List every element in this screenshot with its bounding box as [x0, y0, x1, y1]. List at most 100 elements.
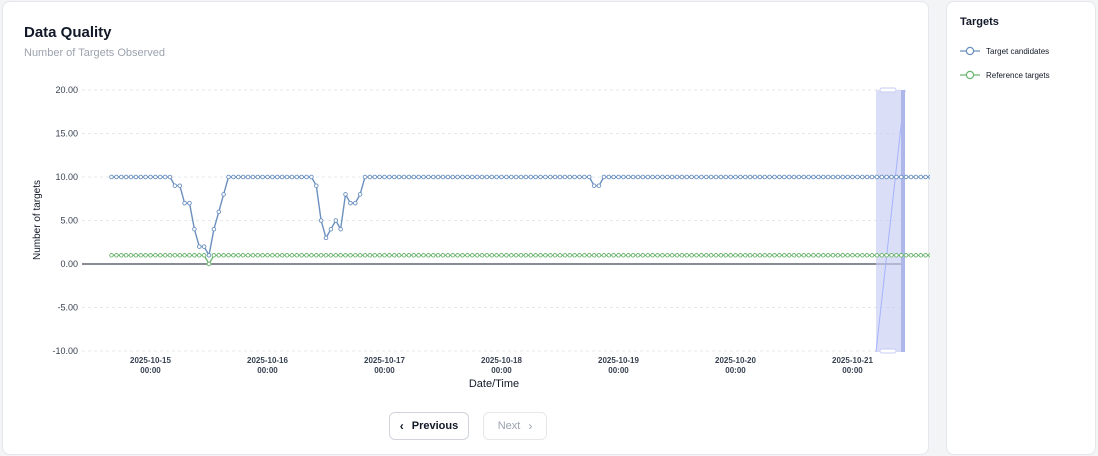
data-point [494, 253, 499, 258]
data-point [572, 253, 577, 258]
x-axis-label: Date/Time [469, 378, 519, 390]
data-point [299, 174, 304, 180]
legend-item-target-candidates[interactable]: Target candidates [960, 44, 1049, 58]
data-point [577, 174, 582, 180]
data-point [494, 174, 499, 180]
y-tick-label: 15.00 [55, 129, 78, 139]
data-point [816, 174, 821, 180]
data-point [275, 253, 280, 258]
data-point [406, 253, 412, 258]
data-point [523, 174, 529, 180]
data-point [153, 174, 158, 180]
data-point [484, 253, 490, 258]
data-point [114, 253, 119, 258]
legend-panel: Targets Target candidates Reference targ… [946, 1, 1096, 455]
series-reference-targets [109, 253, 930, 267]
data-point [518, 174, 524, 180]
data-point [426, 174, 431, 180]
data-point [450, 253, 456, 258]
data-point [206, 253, 212, 258]
data-point [187, 200, 192, 206]
data-point [499, 174, 504, 180]
data-point [723, 253, 729, 258]
data-point [747, 174, 753, 180]
data-point [811, 253, 816, 258]
data-point [474, 253, 480, 258]
brush-edge[interactable] [901, 90, 905, 352]
data-point [206, 261, 212, 267]
x-tick-time: 00:00 [140, 366, 161, 375]
data-point [908, 253, 914, 258]
brush-handle-bottom[interactable] [879, 348, 897, 354]
data-point [864, 174, 870, 180]
data-point [801, 253, 807, 258]
data-point [601, 174, 607, 180]
data-point [528, 174, 534, 180]
previous-button[interactable]: ‹ Previous [389, 412, 469, 440]
data-point [645, 174, 651, 180]
data-point [455, 253, 460, 258]
data-point [533, 174, 538, 180]
x-tick-time: 00:00 [374, 366, 395, 375]
data-point [816, 253, 821, 258]
y-tick-label: 5.00 [60, 216, 78, 226]
data-point [538, 253, 543, 258]
data-point [167, 253, 173, 258]
line-marker-icon [960, 70, 980, 80]
data-point [791, 174, 797, 180]
data-point [548, 253, 553, 258]
data-point [894, 174, 899, 180]
data-point [440, 174, 446, 180]
data-point [265, 174, 270, 180]
data-point [440, 253, 446, 258]
data-point [894, 253, 899, 258]
data-point [406, 174, 412, 180]
y-tick-label: 0.00 [60, 259, 78, 269]
brush-handle-top[interactable] [879, 87, 897, 93]
data-point [289, 174, 295, 180]
data-point [713, 174, 719, 180]
data-point [455, 174, 460, 180]
data-point [177, 253, 183, 258]
chart-card: Data Quality Number of Targets Observed … [2, 1, 930, 455]
data-point [655, 253, 660, 258]
data-point [309, 253, 314, 258]
data-point [796, 174, 802, 180]
data-point [138, 174, 144, 180]
data-point [236, 174, 241, 180]
data-point [201, 244, 207, 249]
data-point [708, 174, 714, 180]
data-point [879, 174, 885, 180]
data-point [450, 174, 456, 180]
data-point [128, 253, 134, 258]
data-point [465, 253, 470, 258]
data-point [357, 192, 363, 197]
data-point [421, 174, 426, 180]
series-target-candidates [109, 174, 930, 258]
data-point [684, 253, 690, 258]
data-point [645, 253, 651, 258]
data-point [333, 253, 339, 258]
data-point [908, 174, 914, 180]
legend-item-reference-targets[interactable]: Reference targets [960, 68, 1050, 82]
data-point [431, 253, 436, 258]
data-point [596, 253, 602, 258]
data-point [221, 192, 226, 197]
data-point [786, 174, 792, 180]
data-point [250, 253, 256, 258]
data-point [606, 174, 612, 180]
data-point [445, 174, 451, 180]
next-button[interactable]: Next › [483, 412, 547, 440]
data-point [723, 174, 729, 180]
data-point [840, 253, 846, 258]
data-point [733, 253, 738, 258]
line-marker-icon [960, 46, 980, 56]
previous-button-label: Previous [411, 420, 459, 432]
data-point [611, 174, 616, 180]
data-point [650, 253, 655, 258]
data-point [465, 174, 470, 180]
data-point [733, 174, 738, 180]
data-point [548, 174, 553, 180]
data-point [738, 174, 743, 180]
data-point [109, 174, 114, 180]
